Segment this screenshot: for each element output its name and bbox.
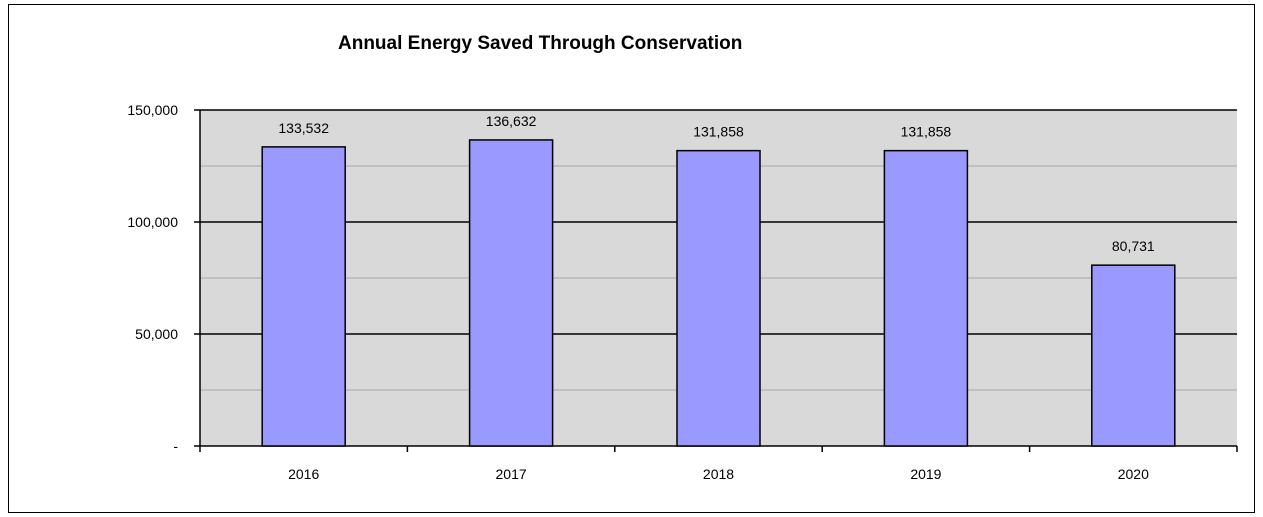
bar-2019 <box>883 149 969 447</box>
data-label: 131,858 <box>693 124 744 140</box>
data-label: 80,731 <box>1112 238 1155 254</box>
bar-2020 <box>1091 264 1176 447</box>
x-tick-label: 2017 <box>496 466 527 482</box>
data-label: 131,858 <box>901 124 952 140</box>
y-tick-label: - <box>173 438 178 454</box>
y-tick-label: 100,000 <box>127 214 178 230</box>
chart-title: Annual Energy Saved Through Conservation <box>338 33 742 54</box>
x-tick-label: 2016 <box>288 466 319 482</box>
plot-area: - 50,000 100,000 150,000 133,532 2016 136,632 2… <box>127 102 1238 482</box>
x-tick-label: 2019 <box>910 466 941 482</box>
y-tick-label: 150,000 <box>127 102 178 118</box>
data-label: 136,632 <box>486 113 537 129</box>
bar-2018 <box>676 149 761 447</box>
bar-2016 <box>261 146 346 447</box>
x-tick-label: 2018 <box>703 466 734 482</box>
data-label: 133,532 <box>278 120 329 136</box>
x-tick-label: 2020 <box>1118 466 1149 482</box>
bar-2017 <box>468 139 554 447</box>
y-tick-label: 50,000 <box>135 326 178 342</box>
